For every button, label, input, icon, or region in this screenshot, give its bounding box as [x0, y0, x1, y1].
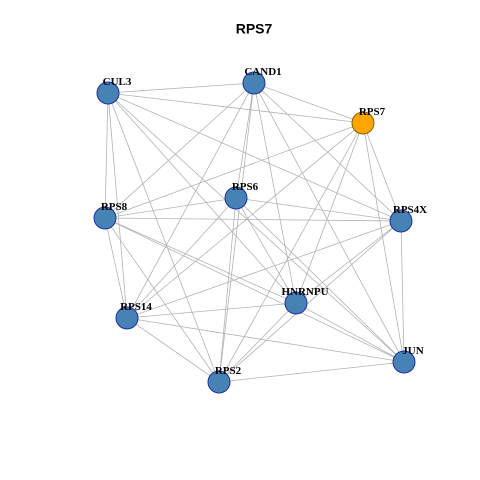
- edge: [218, 122, 364, 383]
- node-label: CUL3: [103, 76, 132, 88]
- node: [392, 350, 416, 374]
- node-label: RPS4X: [393, 204, 427, 216]
- node: [351, 111, 375, 135]
- edge: [107, 82, 255, 94]
- edge: [218, 82, 255, 383]
- edge: [107, 92, 402, 222]
- edge: [218, 302, 297, 383]
- edge: [235, 197, 402, 222]
- edge: [126, 220, 402, 319]
- edge: [104, 82, 255, 219]
- edge: [104, 217, 405, 363]
- edge: [295, 302, 405, 363]
- edge: [107, 92, 128, 319]
- edges: [104, 82, 405, 383]
- node-label: RPS2: [215, 365, 242, 377]
- node: [284, 291, 308, 315]
- edge: [104, 92, 109, 219]
- node-label: RPS14: [120, 301, 152, 313]
- edge: [235, 82, 255, 199]
- diagram-title: RPS7: [236, 21, 273, 37]
- edge: [107, 92, 297, 304]
- edge: [126, 122, 364, 319]
- node-label: JUN: [402, 345, 423, 357]
- node-label: HNRNPU: [281, 286, 328, 298]
- edge: [235, 197, 297, 304]
- edge: [104, 217, 128, 319]
- edge: [218, 361, 405, 383]
- edge: [126, 82, 255, 319]
- edge: [104, 122, 364, 219]
- edge: [218, 197, 237, 383]
- edge: [235, 197, 405, 363]
- edge: [362, 122, 405, 363]
- edge: [126, 317, 405, 363]
- edge: [126, 317, 220, 383]
- edge: [253, 82, 405, 363]
- edge: [104, 197, 237, 219]
- node: [207, 370, 231, 394]
- node: [389, 209, 413, 233]
- edge: [295, 122, 364, 304]
- node-label: CAND1: [244, 66, 281, 78]
- edge: [362, 122, 402, 222]
- edge: [253, 82, 364, 124]
- node: [242, 71, 266, 95]
- node-label: RPS7: [359, 106, 386, 118]
- edge: [107, 92, 220, 383]
- node: [115, 306, 139, 330]
- edge: [126, 197, 237, 319]
- edge: [104, 217, 297, 304]
- nodes: CUL3 CAND1 RPS7 RPS6 RPS8 RPS4X HNRNPU RPS14 JUN…: [93, 66, 427, 394]
- edge: [104, 217, 220, 383]
- edge: [400, 220, 405, 363]
- edge: [218, 220, 402, 383]
- edge: [107, 92, 405, 363]
- edge: [107, 92, 364, 124]
- node: [224, 186, 248, 210]
- node: [96, 81, 120, 105]
- node-label: RPS8: [101, 201, 128, 213]
- edge: [126, 302, 297, 319]
- node: [93, 206, 117, 230]
- edge: [295, 220, 402, 304]
- edge: [104, 217, 402, 222]
- edge: [253, 82, 297, 304]
- node-label: RPS6: [232, 181, 259, 193]
